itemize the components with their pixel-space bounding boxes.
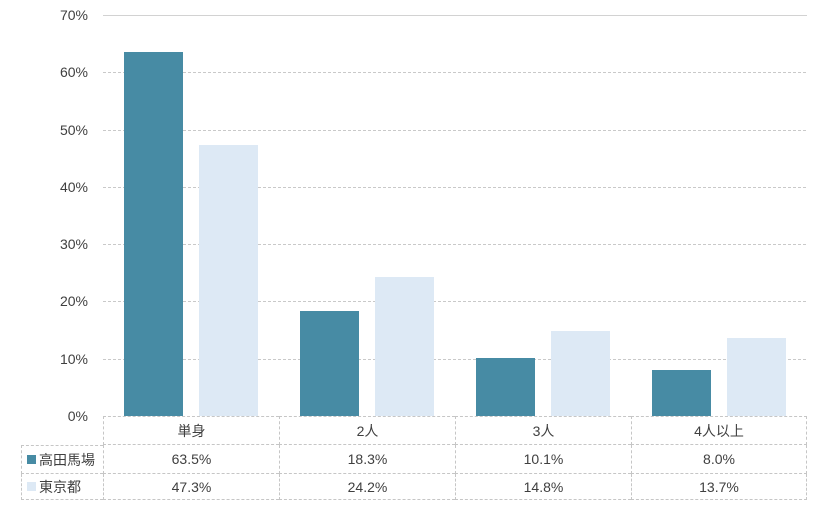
y-axis-tick-label: 40% (59, 178, 88, 195)
gridline-2 (103, 301, 807, 302)
legend-label-row1: 高田馬場 (21, 445, 103, 474)
y-axis-tick-label: 50% (59, 121, 88, 138)
category-label: 3人 (455, 416, 631, 445)
bar-series1-cat1 (124, 52, 183, 416)
gridline-5 (103, 130, 807, 131)
series-name: 高田馬場 (39, 451, 95, 468)
y-axis-tick-label: 0% (67, 408, 88, 424)
y-axis-tick-label: 30% (59, 236, 88, 253)
series-name: 東京都 (39, 478, 81, 495)
gridline-4 (103, 187, 807, 188)
bar-series1-cat3 (476, 358, 535, 416)
value-cell: 24.2% (279, 474, 455, 500)
value-cell: 8.0% (631, 445, 807, 474)
legend-key-icon (27, 455, 36, 464)
value-cell: 13.7% (631, 474, 807, 500)
value-cell: 10.1% (455, 445, 631, 474)
y-axis-tick-label: 20% (59, 293, 88, 310)
gridline-7 (103, 15, 807, 16)
bar-series2-cat4 (727, 337, 786, 416)
legend-key-icon (27, 482, 36, 491)
bar-series2-cat1 (199, 145, 258, 416)
category-label: 単身 (103, 416, 279, 445)
value-cell: 18.3% (279, 445, 455, 474)
value-cell: 63.5% (103, 445, 279, 474)
legend-label-row2: 東京都 (21, 474, 103, 500)
bar-series2-cat2 (375, 277, 434, 416)
gridline-3 (103, 244, 807, 245)
category-label: 4人以上 (631, 416, 807, 445)
bar-series2-cat3 (551, 331, 610, 416)
y-axis-tick-label: 10% (59, 350, 88, 367)
bar-series1-cat4 (652, 370, 711, 416)
category-label: 2人 (279, 416, 455, 445)
gridline-6 (103, 72, 807, 73)
y-axis-tick-label: 70% (59, 7, 88, 23)
bar-series1-cat2 (300, 311, 359, 416)
gridline-1 (103, 359, 807, 360)
y-axis-tick-label: 60% (59, 64, 88, 81)
value-cell: 14.8% (455, 474, 631, 500)
value-cell: 47.3% (103, 474, 279, 500)
